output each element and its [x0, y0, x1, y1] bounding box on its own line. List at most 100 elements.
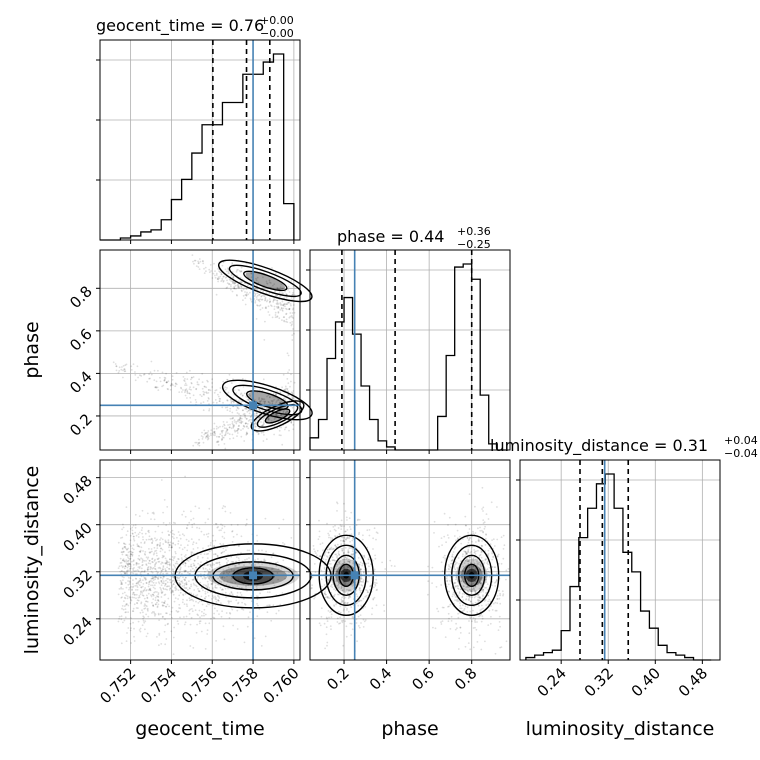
scatter-point: [343, 540, 346, 543]
scatter-point: [157, 612, 160, 615]
scatter-point: [234, 582, 237, 584]
scatter-point: [174, 586, 176, 589]
scatter-point: [128, 563, 130, 565]
scatter-point: [322, 549, 324, 552]
scatter-point: [364, 595, 366, 598]
scatter-point: [364, 605, 366, 608]
scatter-point: [448, 516, 451, 519]
scatter-point: [120, 564, 123, 567]
scatter-point: [164, 557, 167, 560]
scatter-point: [277, 303, 280, 305]
scatter-point: [155, 570, 158, 573]
scatter-point: [195, 265, 198, 267]
scatter-point: [129, 557, 132, 560]
scatter-point: [358, 533, 360, 536]
scatter-point: [454, 568, 457, 571]
scatter-point: [131, 589, 133, 591]
scatter-point: [121, 575, 124, 578]
scatter-point: [156, 386, 159, 389]
scatter-point: [499, 646, 501, 649]
scatter-point: [186, 391, 189, 393]
scatter-point: [275, 561, 278, 564]
scatter-point: [190, 388, 192, 391]
scatter-point: [491, 609, 494, 611]
scatter-point: [135, 563, 138, 566]
scatter-point: [342, 540, 345, 543]
scatter-point: [226, 428, 229, 431]
scatter-point: [176, 576, 178, 579]
scatter-point: [240, 417, 243, 420]
scatter-point: [141, 585, 144, 588]
scatter-point: [363, 555, 365, 558]
scatter-point: [206, 392, 208, 395]
scatter-point: [204, 521, 207, 524]
scatter-point: [351, 550, 354, 553]
scatter-point: [444, 557, 447, 560]
scatter-point: [182, 593, 184, 596]
scatter-point: [319, 543, 322, 545]
scatter-point: [198, 527, 201, 530]
scatter-point: [482, 559, 484, 562]
scatter-point: [125, 560, 128, 563]
scatter-point: [282, 542, 284, 544]
scatter-point: [485, 537, 487, 540]
scatter-point: [144, 532, 147, 535]
scatter-point: [157, 593, 160, 596]
scatter-point: [198, 441, 201, 444]
scatter-point: [459, 576, 461, 579]
scatter-point: [275, 414, 278, 417]
scatter-point: [237, 428, 239, 431]
scatter-point: [433, 520, 436, 523]
scatter-point: [212, 587, 214, 589]
scatter-point: [283, 319, 285, 322]
scatter-point: [230, 600, 233, 603]
scatter-point: [472, 565, 475, 568]
scatter-point: [274, 393, 277, 395]
scatter-point: [130, 545, 132, 547]
scatter-point: [171, 556, 174, 558]
scatter-point: [166, 585, 169, 588]
scatter-point: [245, 587, 247, 590]
scatter-point: [480, 648, 483, 651]
scatter-point: [232, 425, 235, 428]
scatter-point: [126, 548, 128, 551]
scatter-point: [454, 560, 457, 563]
scatter-point: [227, 602, 230, 604]
scatter-point: [280, 307, 283, 309]
title-phase-lower: −0.25: [457, 238, 491, 251]
scatter-point: [164, 562, 167, 565]
scatter-point: [133, 593, 136, 596]
scatter-point: [151, 540, 154, 542]
scatter-point: [142, 550, 144, 552]
scatter-point: [346, 565, 349, 567]
scatter-point: [157, 592, 160, 594]
scatter-point: [206, 629, 209, 631]
scatter-point: [459, 602, 461, 604]
scatter-point: [326, 644, 328, 647]
scatter-point: [176, 571, 178, 573]
scatter-point: [152, 604, 154, 607]
scatter-point: [237, 407, 240, 410]
scatter-point: [184, 579, 187, 581]
scatter-point: [368, 534, 371, 537]
scatter-point: [351, 616, 354, 619]
scatter-point: [494, 585, 497, 587]
scatter-point: [232, 276, 234, 278]
scatter-point: [266, 591, 269, 593]
scatter-point: [202, 262, 205, 265]
scatter-point: [244, 294, 247, 296]
scatter-point: [207, 437, 210, 440]
scatter-point: [149, 552, 151, 554]
scatter-point: [218, 270, 221, 273]
scatter-point: [168, 568, 171, 570]
scatter-point: [223, 531, 226, 534]
scatter-point: [390, 564, 393, 567]
scatter-point: [359, 568, 362, 571]
scatter-point: [123, 546, 126, 549]
scatter-point: [323, 622, 326, 625]
scatter-point: [476, 560, 478, 563]
scatter-point: [233, 287, 236, 290]
scatter-point: [166, 381, 169, 384]
scatter-point: [374, 581, 376, 584]
scatter-point: [343, 608, 345, 611]
